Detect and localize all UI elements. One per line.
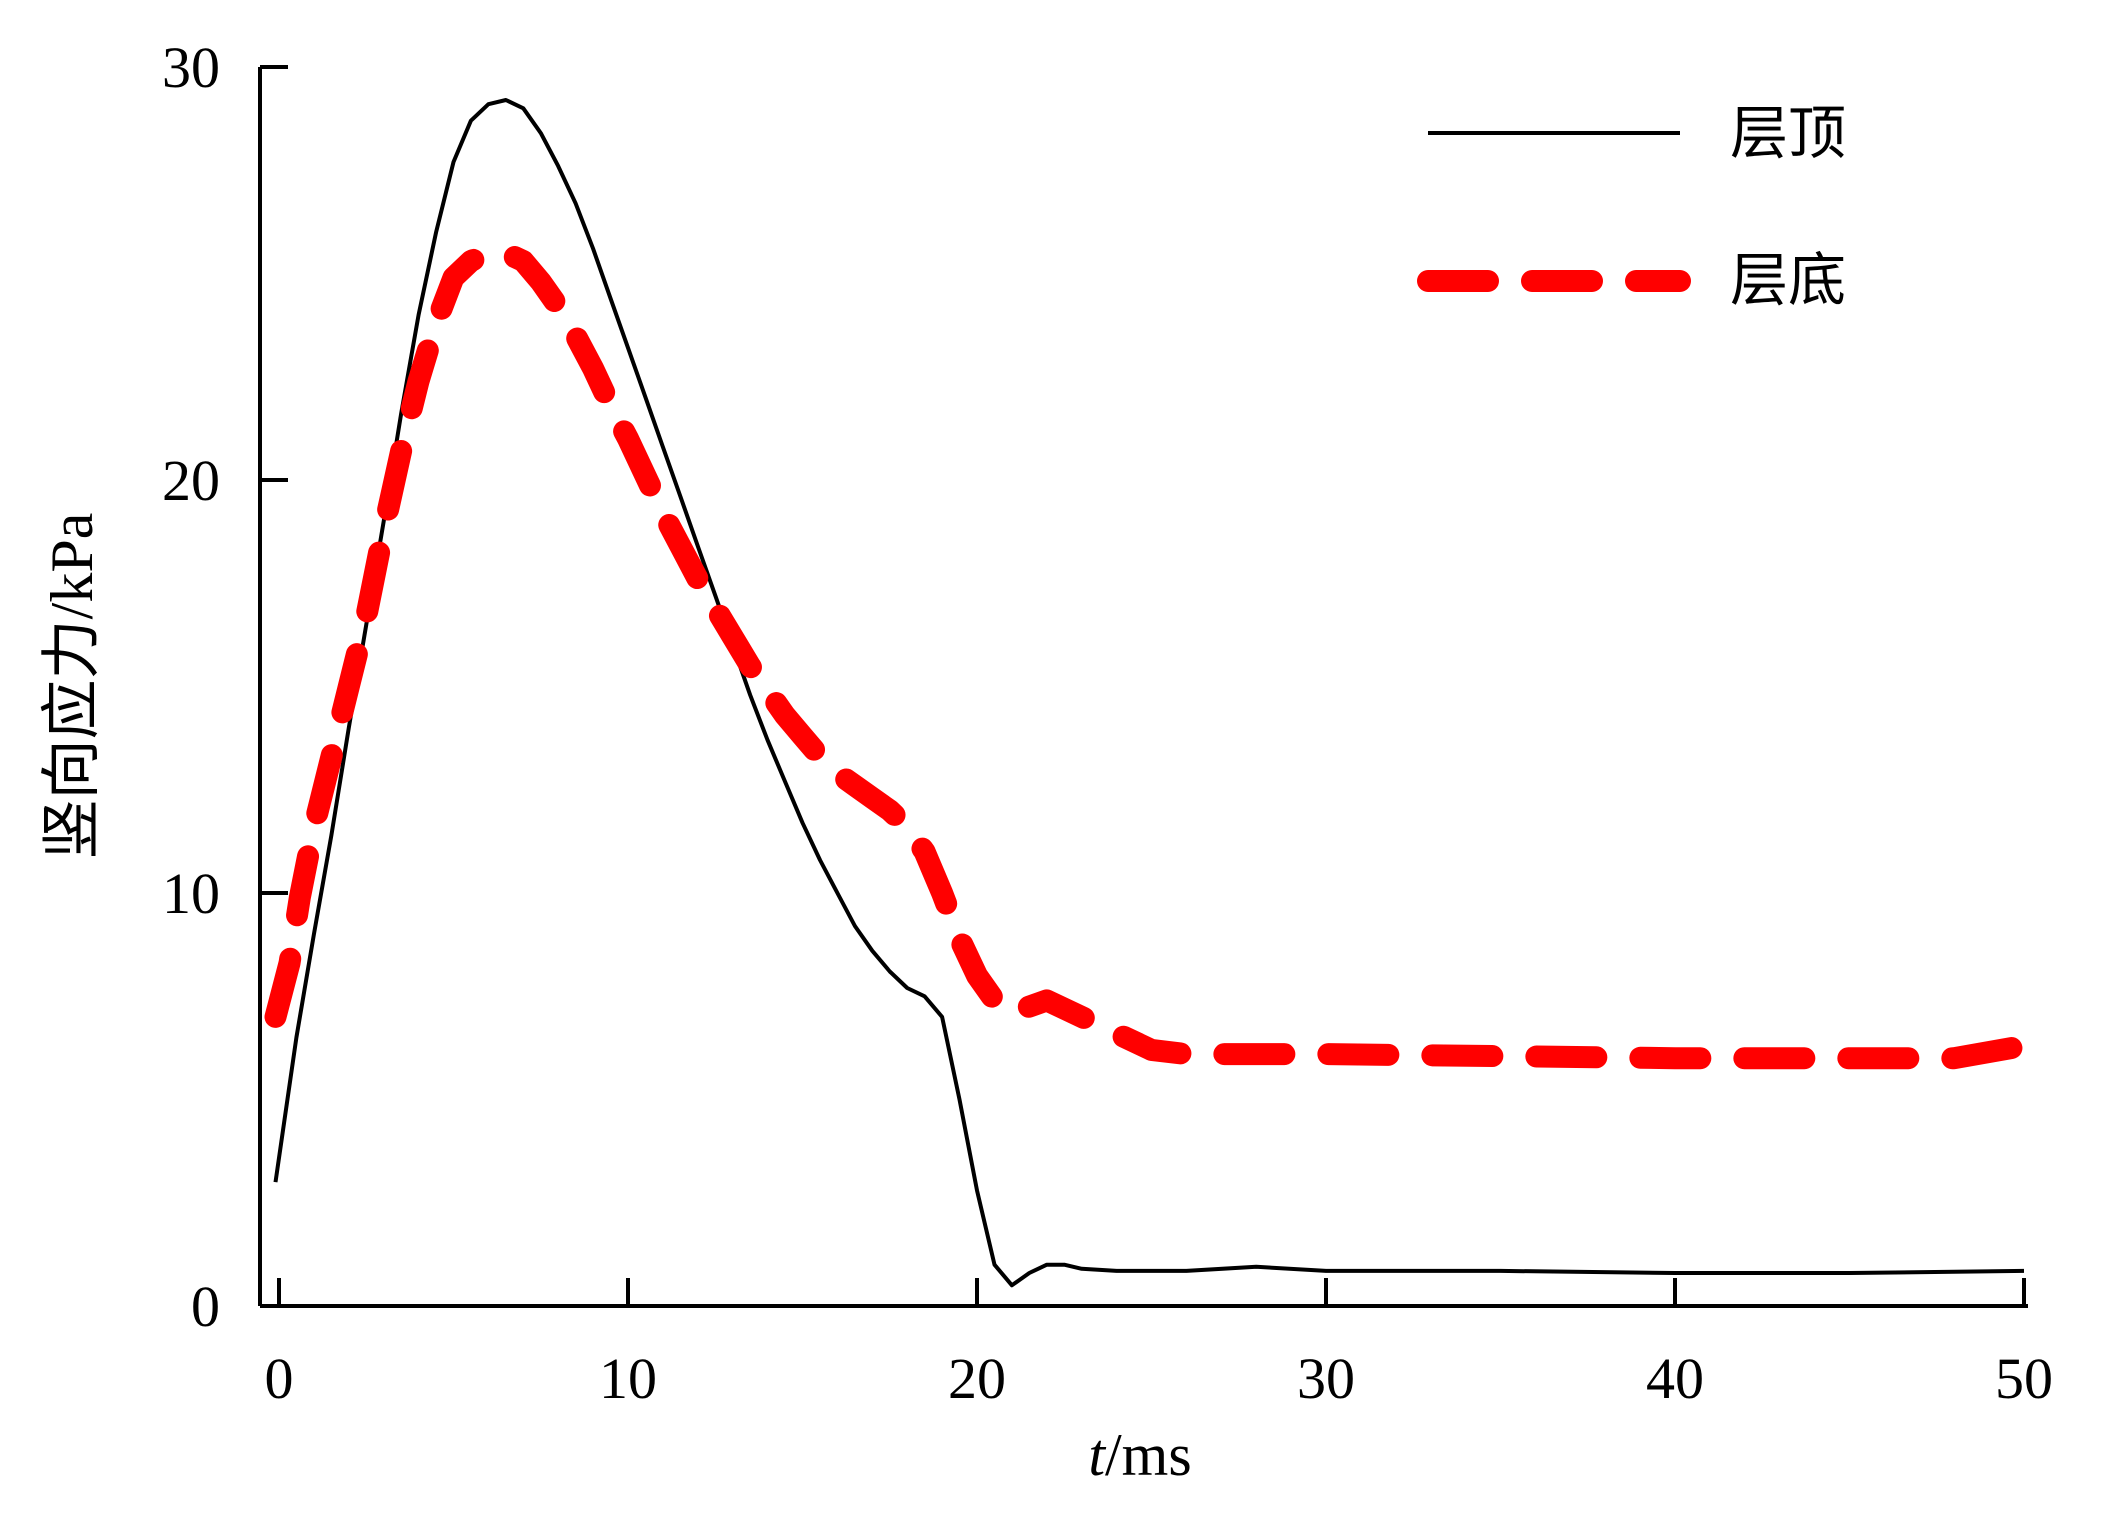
legend: 层顶 层底 bbox=[1417, 101, 1846, 313]
x-tick-label: 40 bbox=[1646, 1346, 1704, 1411]
x-axis-label-italic: t bbox=[1088, 1422, 1106, 1488]
x-tick-label: 20 bbox=[948, 1346, 1006, 1411]
series-line-1 bbox=[264, 241, 2035, 1070]
y-axis-label: 竖向应力/kPa bbox=[39, 513, 105, 860]
legend-label-layer-top: 层顶 bbox=[1730, 101, 1846, 166]
series-line-0 bbox=[273, 98, 2025, 1288]
x-tick-label: 30 bbox=[1297, 1346, 1355, 1411]
x-axis-label: t/ms bbox=[1088, 1422, 1191, 1488]
y-tick-label: 0 bbox=[191, 1274, 220, 1339]
y-tick-label: 10 bbox=[162, 861, 220, 926]
ticks: 0 10 20 30 40 50 0 10 20 30 bbox=[162, 35, 2053, 1411]
x-tick-label: 50 bbox=[1995, 1346, 2053, 1411]
x-tick-label: 10 bbox=[599, 1346, 657, 1411]
y-tick-label: 20 bbox=[162, 448, 220, 513]
axes bbox=[258, 67, 2028, 1308]
legend-label-layer-bottom: 层底 bbox=[1730, 248, 1846, 313]
y-tick-label: 30 bbox=[162, 35, 220, 100]
series-layer bbox=[264, 98, 2035, 1288]
x-tick-label: 0 bbox=[265, 1346, 294, 1411]
x-axis-label-unit: /ms bbox=[1105, 1422, 1192, 1488]
